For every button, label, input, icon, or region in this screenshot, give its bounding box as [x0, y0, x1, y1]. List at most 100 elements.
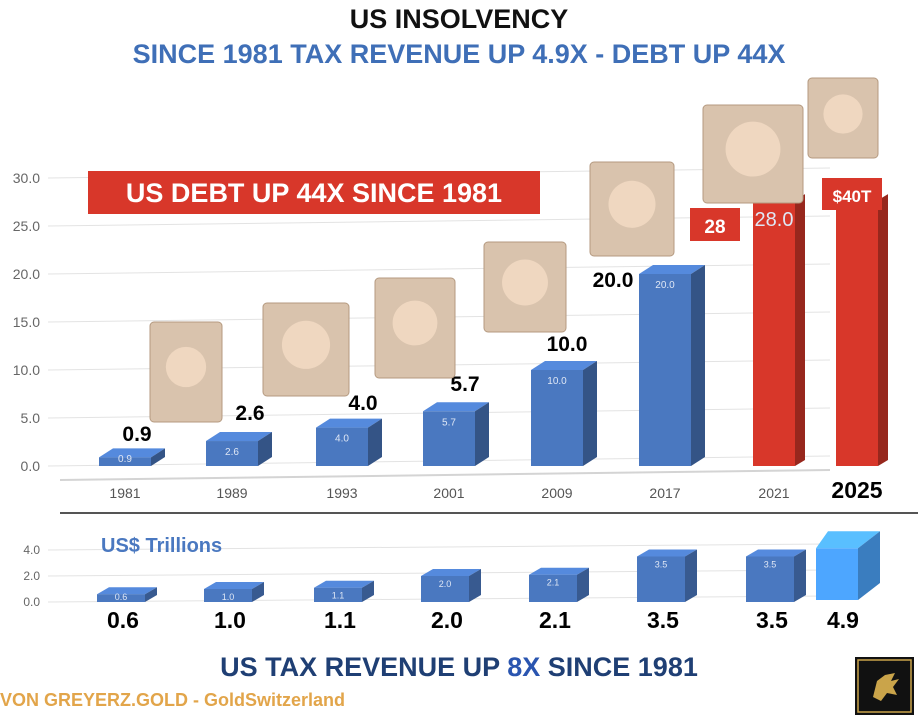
bar-top-face — [637, 549, 697, 557]
bar-side-face — [368, 418, 382, 466]
value-label: 28 — [704, 217, 725, 238]
bar-side-face — [475, 402, 489, 466]
bar-side-face — [685, 549, 697, 602]
value-label: 3.5 — [647, 607, 679, 633]
debt-bar — [531, 370, 583, 466]
value-tag — [822, 178, 882, 210]
bar-side-face — [362, 580, 374, 602]
bar-inner-label: 0.9 — [118, 454, 132, 465]
tax-bar — [746, 556, 794, 602]
bar-top-face — [97, 587, 157, 595]
tax-bar — [421, 576, 469, 602]
tax-title-multiplier: 8X — [507, 652, 541, 682]
bar-side-face — [858, 531, 880, 600]
gridline — [47, 543, 831, 551]
portrait-face — [281, 320, 331, 369]
bar-side-face — [691, 265, 705, 466]
unit-label: US$ Trillions — [101, 535, 222, 557]
bar-side-face — [145, 587, 157, 602]
y-tick-label: 30.0 — [13, 170, 40, 186]
portrait-face — [725, 121, 781, 177]
tax-title-pre: US TAX REVENUE UP — [220, 652, 500, 682]
bar-top-face — [204, 582, 264, 589]
bar-top-face — [746, 549, 806, 557]
debt-bar — [206, 441, 258, 466]
y-tick-label: 25.0 — [13, 218, 40, 234]
y-tick-label: 2.0 — [23, 569, 40, 583]
x-tick-label: 1989 — [216, 485, 247, 501]
value-label: 1.1 — [324, 607, 356, 633]
value-label: 5.7 — [450, 373, 479, 396]
bar-inner-label: 1.1 — [332, 591, 345, 601]
bar-top-face — [206, 432, 272, 442]
bar-inner-label: 20.0 — [655, 280, 675, 291]
bar-top-face — [316, 418, 382, 428]
bar-side-face — [583, 361, 597, 466]
y-tick-label: 4.0 — [23, 543, 40, 557]
debt-bar — [99, 457, 151, 466]
bar-side-face — [258, 432, 272, 466]
x-tick-label: 1993 — [326, 485, 357, 501]
bar-inner-label: 2.1 — [547, 578, 560, 588]
debt-bar — [423, 411, 475, 466]
value-label: 4.0 — [348, 392, 377, 415]
tax-revenue-title: US TAX REVENUE UP 8X SINCE 1981 — [0, 652, 918, 683]
tax-bar — [314, 587, 362, 602]
value-label: 2.0 — [431, 607, 463, 633]
y-tick-label: 15.0 — [13, 314, 40, 330]
debt-annotation-text: US DEBT UP 44X SINCE 1981 — [126, 178, 502, 208]
griffin-logo-icon — [855, 657, 914, 715]
bar-inner-label: 2.6 — [225, 447, 239, 458]
bar-top-face — [314, 580, 374, 588]
value-label: 3.5 — [756, 607, 788, 633]
bar-inner-label: 3.5 — [655, 560, 668, 570]
debt-bar — [639, 274, 691, 466]
bar-side-face — [252, 582, 264, 602]
value-label: 4.9 — [827, 607, 859, 633]
debt-bar — [316, 427, 368, 466]
debt-annotation-box — [88, 171, 540, 214]
portrait-face — [608, 180, 656, 228]
value-label: 0.6 — [107, 607, 139, 633]
y-tick-label: 0.0 — [21, 458, 41, 474]
value-label: 1.0 — [214, 607, 246, 633]
bar-inner-label: 1.0 — [222, 592, 235, 602]
bar-side-face — [794, 549, 806, 602]
x-tick-label: 2021 — [758, 485, 789, 501]
bar-inner-label: 10.0 — [547, 376, 567, 387]
x-tick-label: 1981 — [109, 485, 140, 501]
portrait-face — [502, 259, 548, 306]
value-tag — [690, 208, 740, 241]
gridline — [47, 263, 831, 275]
chart-subtitle: SINCE 1981 TAX REVENUE UP 4.9X - DEBT UP… — [132, 39, 786, 69]
value-label: 2.6 — [235, 402, 264, 425]
x-axis-floor — [59, 469, 831, 481]
bar-top-face — [421, 569, 481, 576]
debt-bar — [753, 200, 795, 466]
value-label: 2.1 — [539, 607, 571, 633]
tax-bar — [529, 574, 577, 602]
tax-bar — [816, 548, 858, 600]
x-tick-label: 2009 — [541, 485, 572, 501]
bar-side-face — [795, 194, 805, 466]
bar-side-face — [577, 567, 589, 602]
bar-top-face — [639, 265, 705, 274]
x-tick-label: 2001 — [433, 485, 464, 501]
bar-inner-label: 4.0 — [335, 434, 349, 445]
bar-side-face — [469, 569, 481, 602]
x-tick-label: 2025 — [831, 477, 882, 503]
y-tick-label: 0.0 — [23, 595, 40, 609]
value-label: 20.0 — [593, 269, 634, 292]
value-label: 0.9 — [122, 423, 151, 446]
value-label: 10.0 — [547, 333, 588, 356]
bar-side-face — [151, 448, 165, 466]
y-tick-label: 10.0 — [13, 362, 40, 378]
x-tick-label: 2017 — [649, 485, 680, 501]
portrait-face — [823, 94, 863, 134]
tax-bar — [97, 594, 145, 602]
bar-top-face — [531, 361, 597, 370]
source-credit: VON GREYERZ.GOLD - GoldSwitzerland — [0, 690, 346, 710]
tax-title-post: SINCE 1981 — [547, 652, 698, 682]
bar-top-face — [816, 531, 880, 549]
portrait-face — [165, 346, 207, 388]
